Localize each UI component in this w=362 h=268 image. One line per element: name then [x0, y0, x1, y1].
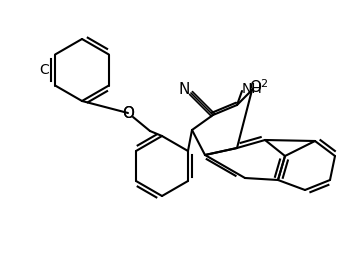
Text: O: O: [122, 106, 134, 121]
Text: 2: 2: [260, 79, 267, 89]
Text: O: O: [249, 80, 261, 95]
Text: Cl: Cl: [39, 63, 53, 77]
Text: N: N: [178, 83, 190, 98]
Text: NH: NH: [242, 82, 263, 96]
Text: O: O: [122, 106, 134, 121]
